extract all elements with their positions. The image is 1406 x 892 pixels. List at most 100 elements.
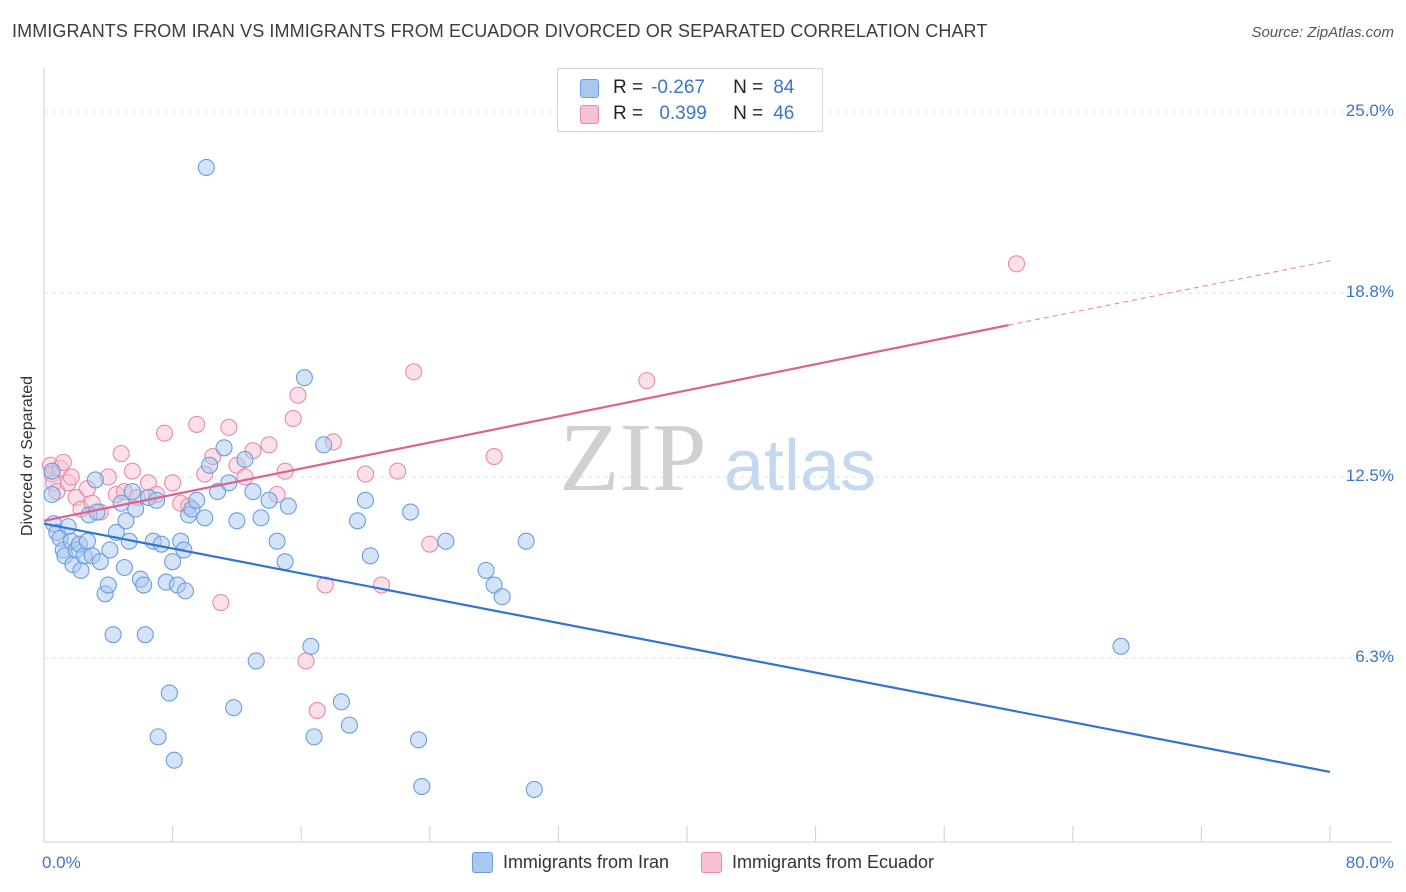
data-point [225, 699, 243, 717]
data-point [295, 369, 313, 387]
source-credit: Source: ZipAtlas.com [1251, 24, 1394, 41]
data-point [72, 561, 90, 579]
data-point [188, 491, 206, 509]
data-point [112, 445, 130, 463]
data-point [212, 593, 230, 612]
data-point [43, 485, 61, 504]
data-point [485, 447, 503, 466]
trend-line-ecuador-extension [1008, 260, 1331, 326]
data-point [220, 418, 238, 436]
x-tick-max: 80.0% [1345, 853, 1394, 872]
data-point [409, 731, 428, 749]
data-point [62, 468, 80, 486]
data-point [348, 512, 367, 530]
legend-row-ecuador: R = 0.399 N = 46 [580, 102, 794, 126]
y-tick-label: 18.8% [1345, 282, 1394, 301]
watermark-zip: ZIP [560, 404, 707, 512]
legend-r-value: 0.399 [659, 103, 707, 124]
data-point [437, 532, 455, 550]
data-point [164, 474, 182, 492]
legend-label-iran: Immigrants from Iran [502, 852, 669, 872]
trend-lines [43, 260, 1331, 773]
legend-n-value: 84 [773, 77, 795, 98]
data-point [201, 456, 219, 474]
data-point [135, 576, 153, 594]
data-point [91, 553, 109, 571]
data-point [209, 483, 227, 501]
y-tick-label: 6.3% [1355, 647, 1394, 667]
data-point [215, 439, 233, 457]
legend-swatch-iran [580, 78, 599, 98]
data-point [340, 716, 358, 734]
trend-line-iran [43, 522, 1331, 773]
data-point [115, 558, 133, 577]
data-point [252, 509, 270, 527]
data-point [361, 547, 379, 565]
legend-r-label: R = [613, 77, 644, 98]
data-point [405, 363, 423, 381]
data-point [123, 462, 141, 480]
axes [43, 68, 1392, 843]
data-point [305, 728, 323, 746]
legend-label-ecuador: Immigrants from Ecuador [731, 852, 935, 872]
data-point [54, 453, 72, 471]
data-point [356, 465, 375, 483]
series-ecuador [41, 255, 1026, 720]
data-point [413, 777, 431, 796]
data-point [493, 588, 511, 606]
data-point [43, 462, 61, 480]
legend-swatch-ecuador [700, 852, 722, 873]
data-point [164, 553, 182, 571]
data-point [389, 462, 407, 480]
series-legend: Immigrants from Iran Immigrants from Ecu… [0, 852, 1406, 873]
chart-title: IMMIGRANTS FROM IRAN VS IMMIGRANTS FROM … [12, 21, 988, 41]
data-point [101, 541, 119, 559]
y-tick-label: 25.0% [1345, 100, 1394, 120]
watermark-atlas: atlas [724, 426, 876, 506]
data-point [165, 751, 183, 769]
legend-row-iran: R = -0.267 N = 84 [580, 76, 794, 100]
legend-r-label: R = [613, 103, 644, 124]
data-point [332, 693, 350, 711]
correlation-legend: R = -0.267 N = 84 R = 0.399 N = 46 [557, 68, 823, 132]
y-tick-label: 12.5% [1345, 465, 1394, 485]
data-point [284, 410, 302, 428]
legend-item-iran[interactable]: Immigrants from Iran [471, 852, 669, 873]
data-point [260, 491, 278, 509]
data-point [197, 158, 215, 176]
x-tick-min: 0.0% [42, 853, 81, 872]
legend-swatch-ecuador [580, 104, 599, 124]
legend-n-label: N = [733, 77, 764, 98]
data-point [421, 535, 439, 553]
legend-n-value: 46 [773, 103, 795, 124]
data-point [517, 532, 535, 550]
data-point [276, 553, 294, 571]
data-point [236, 450, 254, 469]
legend-n-label: N = [733, 103, 764, 124]
data-point [1112, 637, 1130, 655]
legend-item-ecuador[interactable]: Immigrants from Ecuador [700, 852, 935, 873]
data-point [244, 483, 262, 501]
data-point [104, 626, 122, 644]
data-point [123, 483, 141, 501]
data-points [41, 158, 1130, 798]
trend-line-ecuador [43, 324, 1009, 522]
data-point [279, 497, 297, 515]
data-point [188, 415, 206, 433]
data-point [268, 532, 286, 550]
legend-swatch-iran [471, 852, 493, 873]
data-point [247, 652, 265, 670]
data-point [176, 582, 195, 600]
data-point [78, 532, 96, 550]
data-point [149, 728, 167, 746]
data-point [147, 491, 166, 509]
data-point [156, 424, 174, 442]
data-point [260, 436, 278, 454]
data-point [356, 491, 375, 509]
data-point [315, 436, 333, 454]
data-point [160, 684, 178, 702]
data-point [136, 626, 154, 644]
data-point [308, 702, 326, 720]
data-point [152, 535, 170, 553]
